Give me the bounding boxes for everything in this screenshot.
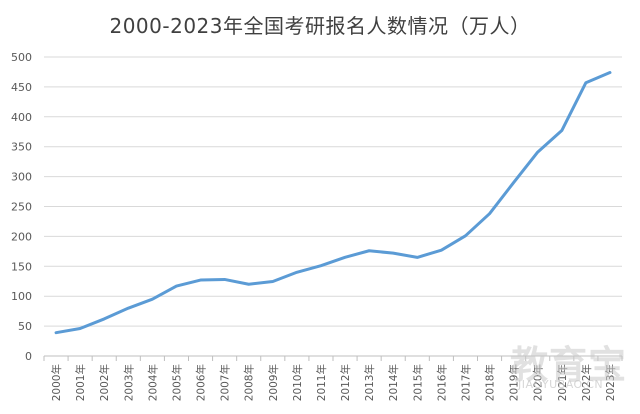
y-axis-ticks: 0 50 100 150 200 250 300 350 400 450 500 xyxy=(11,51,32,363)
x-axis xyxy=(43,355,623,361)
x-tick-label: 2006年 xyxy=(195,364,208,401)
chart-title: 2000-2023年全国考研报名人数情况（万人） xyxy=(109,14,531,38)
y-tick-label: 300 xyxy=(11,171,32,184)
x-tick-label: 2014年 xyxy=(387,364,400,401)
x-tick-label: 2008年 xyxy=(243,364,256,401)
y-tick-label: 200 xyxy=(11,230,32,243)
series-line-path xyxy=(54,71,612,335)
watermark-text: 教育宝 xyxy=(510,343,628,387)
x-tick-label: 2013年 xyxy=(363,364,376,401)
y-tick-label: 150 xyxy=(11,260,32,273)
x-tick-label: 2004年 xyxy=(146,364,159,401)
watermark-logo: 教育宝 JIAOYUBAO.CN xyxy=(504,334,634,396)
x-tick-label: 2020年 xyxy=(532,364,545,401)
y-tick-label: 0 xyxy=(25,350,32,363)
x-tick-label: 2023年 xyxy=(604,364,617,401)
x-tick-label: 2009年 xyxy=(267,364,280,401)
x-tick-label: 2001年 xyxy=(74,364,87,401)
x-tick-label: 2000年 xyxy=(50,364,63,401)
watermark-url: JIAOYUBAO.CN xyxy=(518,378,604,391)
y-tick-label: 400 xyxy=(11,111,32,124)
x-tick-label: 2012年 xyxy=(339,364,352,401)
y-tick-label: 500 xyxy=(11,51,32,64)
x-tick-label: 2019年 xyxy=(508,364,521,401)
y-tick-label: 450 xyxy=(11,81,32,94)
y-tick-label: 50 xyxy=(18,320,32,333)
x-tick-label: 2015年 xyxy=(411,364,424,401)
x-tick-label: 2003年 xyxy=(122,364,135,401)
x-tick-label: 2017年 xyxy=(459,364,472,401)
x-tick-label: 2016年 xyxy=(435,364,448,401)
x-tick-label: 2022年 xyxy=(580,364,593,401)
x-tick-label: 2005年 xyxy=(170,364,183,401)
y-tick-label: 350 xyxy=(11,141,32,154)
x-tick-label: 2021年 xyxy=(556,364,569,401)
y-tick-label: 250 xyxy=(11,201,32,214)
grid-lines xyxy=(44,56,622,327)
series-line xyxy=(54,71,612,335)
x-tick-label: 2011年 xyxy=(315,364,328,401)
x-tick-label: 2007年 xyxy=(219,364,232,401)
y-tick-label: 100 xyxy=(11,290,32,303)
x-tick-label: 2018年 xyxy=(484,364,497,401)
x-tick-label: 2010年 xyxy=(291,364,304,401)
x-axis-ticks: 2000年 2001年 2002年 2003年 2004年 2005年 2006年 2007年… xyxy=(50,364,617,401)
x-tick-label: 2002年 xyxy=(98,364,111,401)
